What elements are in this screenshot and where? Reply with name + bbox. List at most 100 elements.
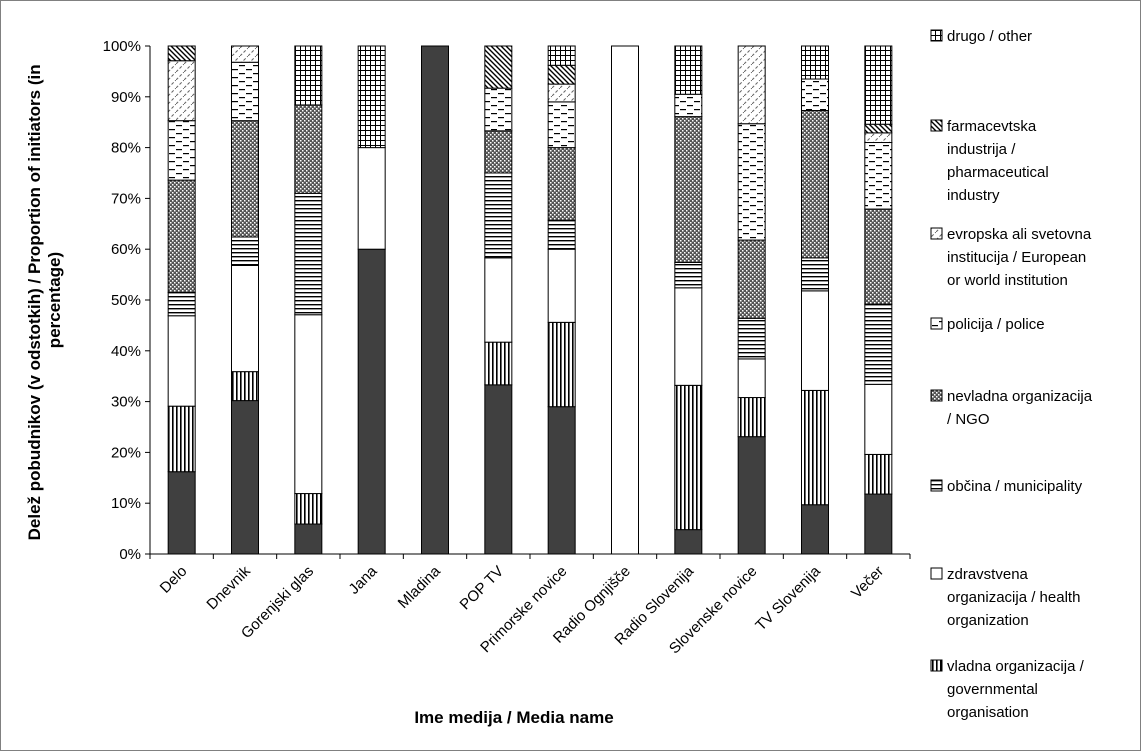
bar-segment-s4	[484, 130, 513, 174]
x-axis-title: Ime medija / Media name	[414, 708, 613, 727]
y-tick-label: 50%	[111, 292, 141, 309]
bar-segment-s2	[674, 287, 703, 386]
bar-segment-s6	[737, 45, 766, 125]
legend-label: governmental	[947, 681, 1038, 698]
y-tick-label: 80%	[111, 140, 141, 157]
bar-segment-s1	[231, 371, 259, 402]
bar-segment-s8	[864, 45, 893, 125]
bar-segment-s4	[167, 179, 196, 293]
bar-segment-s3	[484, 172, 513, 259]
bar-segment-s2	[484, 257, 513, 343]
bar-segment-s3	[737, 317, 766, 360]
bar-segment-s3	[674, 261, 703, 289]
bar-segment-s0	[547, 406, 576, 555]
legend-swatch-diagonal-dense	[930, 119, 943, 132]
bar-segment-s4	[547, 147, 576, 221]
bar-segment-s2	[737, 358, 766, 399]
bar-segment-s6	[231, 45, 259, 63]
bar-segment-s1	[294, 493, 323, 525]
bar-segment-s5	[674, 93, 703, 118]
bar-segment-s0	[421, 45, 449, 555]
bar-segment-s0	[801, 504, 829, 555]
y-tick-label: 100%	[103, 38, 141, 55]
y-tick-label: 30%	[111, 394, 141, 411]
legend-label: industry	[947, 187, 1000, 204]
legend-label: zdravstvena	[947, 566, 1029, 583]
bar-segment-s6	[167, 60, 196, 122]
bar-segment-s5	[167, 120, 196, 181]
y-axis-title-line-1: Delež pobudnikov (v odstotkih) / Proport…	[25, 64, 44, 540]
bar-segment-s7	[484, 45, 513, 89]
bar-segment-s8	[357, 45, 386, 149]
legend-swatch-grid	[930, 29, 943, 42]
bar-segment-s8	[547, 45, 576, 66]
bar-segment-s3	[167, 291, 196, 317]
bar-segment-s2	[357, 147, 386, 250]
y-tick-label: 10%	[111, 495, 141, 512]
legend-label: evropska ali svetovna	[947, 226, 1092, 243]
legend-swatch-dots-dark	[930, 389, 943, 402]
bar-segment-s0	[484, 384, 513, 555]
bar-segment-s8	[801, 45, 829, 80]
bar-segment-s3	[801, 257, 829, 292]
bar-segment-s1	[547, 321, 576, 408]
bar-segment-s2	[801, 290, 829, 391]
bar-segment-s6	[864, 132, 893, 144]
legend-label: farmacevtska	[947, 118, 1037, 135]
legend-label: organization	[947, 612, 1029, 629]
bar-segment-s2	[167, 315, 196, 407]
legend-swatch-vertical-lines	[930, 659, 943, 672]
bar-segment-s4	[674, 116, 703, 263]
legend-label: policija / police	[947, 316, 1045, 333]
bar-segment-s5	[484, 87, 513, 132]
bar-segment-s1	[801, 389, 829, 506]
legend-label: pharmaceutical	[947, 164, 1049, 181]
legend-label: or world institution	[947, 272, 1068, 289]
bar-segment-s1	[864, 453, 893, 495]
bar-segment-s4	[864, 208, 893, 305]
bar-segment-s5	[547, 101, 576, 149]
bar-segment-s3	[547, 219, 576, 250]
bar-segment-s6	[547, 83, 576, 103]
bar-segment-s2	[611, 45, 639, 555]
bar-segment-s0	[864, 493, 893, 555]
legend-label: nevladna organizacija	[947, 388, 1093, 405]
y-axis-title-line-2: percentage)	[45, 252, 64, 348]
bar-segment-s3	[294, 192, 323, 316]
bar-segment-s5	[737, 123, 766, 241]
bar-segment-s8	[294, 45, 323, 106]
bar-segment-s1	[737, 397, 766, 438]
bar-segment-s2	[547, 248, 576, 323]
legend-swatch-horizontal-lines	[930, 479, 943, 492]
bar-segment-s4	[231, 120, 259, 238]
y-axis-title: Delež pobudnikov (v odstotkih) / Proport…	[25, 60, 64, 541]
bar-segment-s3	[231, 236, 259, 266]
bar-segment-s7	[547, 64, 576, 85]
legend-label: / NGO	[947, 411, 990, 428]
y-tick-label: 40%	[111, 343, 141, 360]
y-tick-label: 20%	[111, 444, 141, 461]
bar-segment-s0	[357, 248, 386, 555]
bar-segment-s0	[231, 400, 259, 555]
legend-label: industrija /	[947, 141, 1016, 158]
bar-segment-s2	[231, 264, 259, 373]
y-tick-label: 70%	[111, 190, 141, 207]
legend-label: drugo / other	[947, 28, 1032, 45]
bar-segment-s4	[294, 104, 323, 194]
bar-segment-s5	[864, 142, 893, 210]
legend-label: vladna organizacija /	[947, 658, 1085, 675]
legend-swatch-white	[930, 567, 943, 580]
bar-segment-s3	[864, 303, 893, 385]
bar-segment-s0	[674, 529, 703, 555]
bar-segment-s0	[737, 436, 766, 555]
y-tick-label: 90%	[111, 89, 141, 106]
legend-swatch-diagonal-light	[930, 227, 943, 240]
bar-segment-s5	[231, 61, 259, 122]
bar-segment-s7	[167, 45, 196, 62]
bar-segment-s2	[864, 383, 893, 455]
bar-segment-s4	[737, 239, 766, 319]
legend-label: organisation	[947, 704, 1029, 721]
bar-segment-s0	[294, 523, 323, 555]
bar-segment-s2	[294, 314, 323, 495]
